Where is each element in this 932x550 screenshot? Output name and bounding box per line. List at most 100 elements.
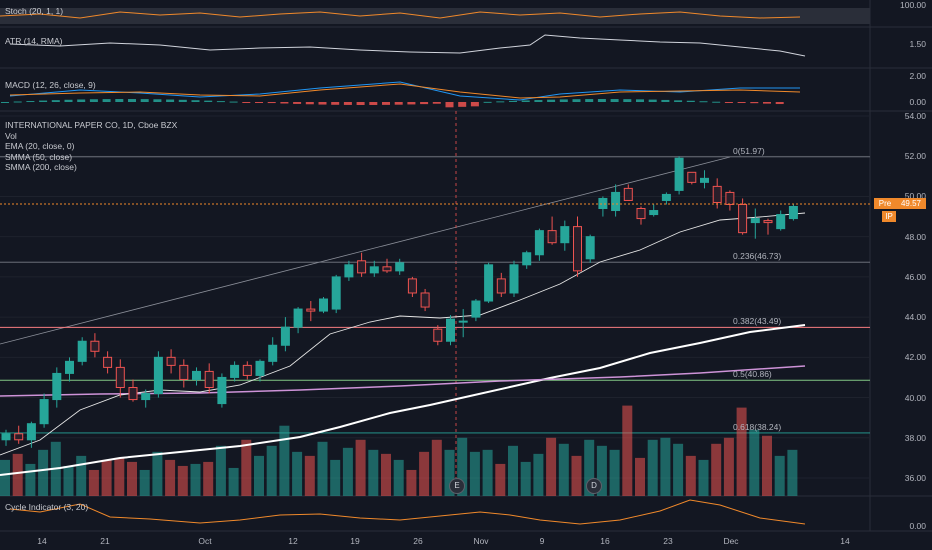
- candle-body[interactable]: [750, 218, 760, 224]
- candle-body[interactable]: [534, 230, 544, 256]
- candle-body[interactable]: [166, 356, 176, 366]
- candle-body[interactable]: [395, 262, 405, 272]
- macd-hist-bar: [610, 99, 619, 102]
- candle-body[interactable]: [649, 210, 659, 216]
- volume-bar: [355, 439, 366, 496]
- candle-body[interactable]: [433, 328, 443, 342]
- candle-body[interactable]: [623, 187, 633, 201]
- volume-bar: [571, 455, 582, 496]
- earnings-event-icon[interactable]: E: [449, 478, 465, 494]
- candle-body[interactable]: [712, 185, 722, 203]
- price-axis-label: 42.00: [904, 352, 926, 363]
- candle-body[interactable]: [52, 372, 62, 401]
- candle-body[interactable]: [280, 326, 290, 346]
- volume-bar: [25, 463, 36, 496]
- volume-bar: [114, 457, 125, 496]
- candle-body[interactable]: [77, 340, 87, 362]
- candle-body[interactable]: [39, 399, 49, 425]
- candle-body[interactable]: [687, 171, 697, 183]
- volume-bar: [203, 461, 214, 496]
- candle-body[interactable]: [344, 264, 354, 278]
- volume-bar: [533, 453, 544, 496]
- date-label: 26: [413, 536, 423, 546]
- macd-hist-bar: [547, 99, 556, 102]
- candle-body[interactable]: [471, 300, 481, 318]
- candle-body[interactable]: [585, 236, 595, 260]
- candle-body[interactable]: [700, 177, 709, 183]
- candle-body[interactable]: [420, 292, 430, 308]
- candle-body[interactable]: [255, 360, 265, 376]
- smma200-legend[interactable]: SMMA (200, close): [5, 162, 77, 173]
- volume-bar: [241, 439, 252, 496]
- smma50-legend[interactable]: SMMA (50, close): [5, 151, 73, 162]
- candle-body[interactable]: [293, 308, 303, 328]
- candle-body[interactable]: [661, 193, 671, 201]
- macd-hist-bar: [483, 101, 492, 103]
- vol-legend[interactable]: Vol: [5, 130, 17, 141]
- candle-body[interactable]: [547, 230, 557, 244]
- candle-body[interactable]: [128, 387, 138, 401]
- macd-hist-bar: [13, 101, 22, 103]
- candle-body[interactable]: [141, 393, 151, 401]
- macd-hist-bar: [1, 102, 9, 103]
- candle-body[interactable]: [242, 364, 252, 376]
- candle-body[interactable]: [179, 364, 189, 380]
- candle-body[interactable]: [598, 197, 608, 210]
- price-axis-label: 44.00: [904, 312, 926, 323]
- volume-bar: [381, 453, 391, 496]
- candle-body[interactable]: [446, 318, 455, 342]
- candle-body[interactable]: [103, 356, 113, 368]
- candle-body[interactable]: [26, 423, 36, 441]
- macd-hist-bar: [534, 100, 543, 102]
- volume-bar: [647, 439, 658, 496]
- candle-body[interactable]: [306, 308, 316, 312]
- candle-body[interactable]: [331, 276, 341, 310]
- candle-body[interactable]: [369, 266, 379, 274]
- macd-hist-bar: [470, 102, 479, 107]
- macd-hist-bar: [51, 100, 60, 102]
- candle-body[interactable]: [407, 278, 417, 294]
- candle-body[interactable]: [115, 366, 125, 388]
- candle-body[interactable]: [611, 191, 621, 212]
- candle-body[interactable]: [14, 433, 24, 441]
- candle-body[interactable]: [1, 433, 11, 441]
- date-label: 19: [350, 536, 360, 546]
- candle-body[interactable]: [560, 226, 570, 244]
- price-axis-label: 36.00: [904, 473, 926, 483]
- candle-body[interactable]: [319, 298, 328, 312]
- candle-body[interactable]: [725, 191, 735, 205]
- candle-body[interactable]: [738, 203, 748, 234]
- candle-body[interactable]: [217, 376, 227, 405]
- candle-body[interactable]: [458, 320, 468, 323]
- candle-body[interactable]: [65, 360, 74, 374]
- candle-body[interactable]: [192, 370, 201, 380]
- volume-bar: [444, 449, 455, 496]
- candle-body[interactable]: [230, 364, 240, 378]
- candle-body[interactable]: [153, 356, 163, 395]
- candle-body[interactable]: [776, 214, 786, 230]
- candle-body[interactable]: [268, 344, 278, 362]
- candle-body[interactable]: [763, 220, 773, 224]
- candle-body[interactable]: [90, 340, 100, 352]
- candle-body[interactable]: [573, 226, 582, 272]
- candle-body[interactable]: [382, 266, 392, 272]
- ema-legend[interactable]: EMA (20, close, 0): [5, 141, 75, 152]
- symbol-title[interactable]: INTERNATIONAL PAPER CO, 1D, Cboe BZX: [5, 120, 178, 130]
- price-axis-label: 50.00: [904, 191, 926, 202]
- candle-body[interactable]: [484, 264, 494, 302]
- candle-body[interactable]: [788, 206, 798, 220]
- dividend-event-icon[interactable]: D: [586, 478, 602, 494]
- volume-bar: [266, 445, 277, 496]
- stoch-band: [0, 8, 870, 24]
- macd-hist-bar: [356, 102, 365, 105]
- candle-body[interactable]: [509, 264, 519, 294]
- candle-body[interactable]: [636, 208, 646, 220]
- candle-body[interactable]: [204, 370, 214, 388]
- candle-body[interactable]: [674, 157, 684, 191]
- candle-body[interactable]: [496, 278, 506, 294]
- candle-body[interactable]: [522, 252, 532, 266]
- macd-hist-bar: [331, 102, 340, 105]
- date-label: 23: [663, 536, 673, 546]
- candle-body[interactable]: [357, 260, 367, 274]
